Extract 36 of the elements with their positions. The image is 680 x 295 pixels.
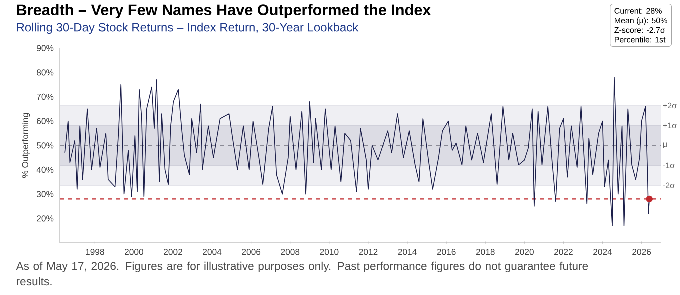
x-tick-label: 2022 [554,249,573,256]
text: Percentile: 1st [615,36,666,43]
x-tick-label: 2016 [437,249,456,256]
y-tick-label: 70% [37,94,54,100]
x-tick-label: 2014 [398,249,417,256]
text: Current: 28% [614,8,662,14]
x-tick-label: 2024 [594,249,612,256]
y-tick-label: 30% [36,191,54,198]
y-tick-label: 20% [37,216,54,222]
x-tick-label: 2026 [632,249,652,256]
x-tick-label: 2004 [203,249,222,256]
x-tick-label: 2020 [515,249,534,256]
x-tick-label: 2012 [359,249,378,256]
ref-line-label: μ [663,142,667,149]
x-tick-label: 2006 [242,249,261,256]
x-tick-label: 2000 [125,249,144,256]
y-tick-label: 60% [37,118,54,124]
chart-subtitle: Rolling 30-Day Stock Returns – Index Return, 30-Year Lookback [17,22,359,34]
x-tick-label: 2002 [164,249,182,256]
x-tick-label: 2010 [320,249,339,256]
text: As of May 17, 2026. Figures are for illustrative purposes only. Past performance figures do not guarantee future results. [16,262,588,286]
y-tick-label: 80% [37,70,54,76]
text: Z-score: -2.7σ [614,27,666,34]
y-tick-label: 40% [36,166,54,174]
x-tick-label: 1998 [86,249,104,256]
y-axis-title: % Outperforming [22,113,30,178]
x-tick-label: 2008 [281,249,300,256]
ref-line-label: +1σ [663,122,677,129]
chart-title: Breadth – Very Few Names Have Outperformed the Index [17,4,432,19]
ref-line-label: -2σ [663,182,675,188]
ref-line-label: +2σ [663,102,677,109]
x-tick-label: 2018 [476,249,495,256]
text: Mean (μ): 50% [615,18,668,26]
ref-line-label: -1σ [663,162,675,168]
y-tick-label: 50% [36,142,54,149]
y-tick-label: 90% [37,45,54,52]
